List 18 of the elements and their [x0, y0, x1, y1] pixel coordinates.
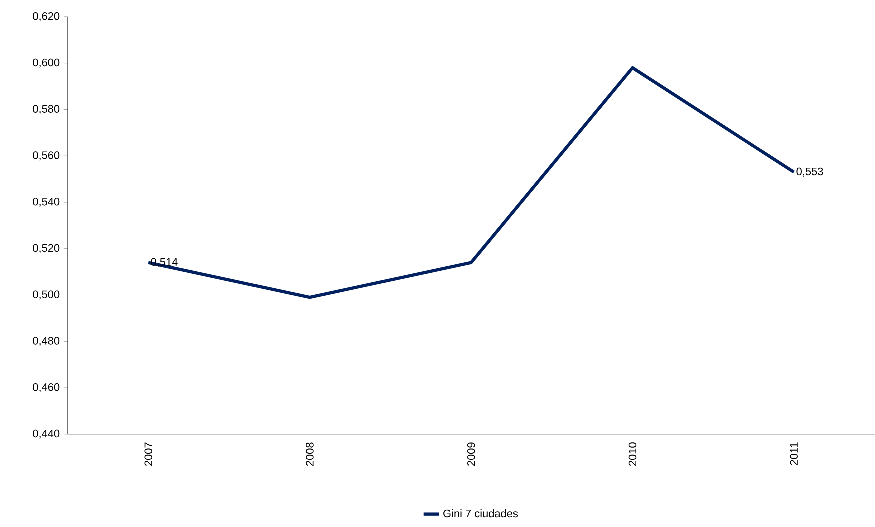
y-tick-label: 0,540 [33, 198, 60, 207]
x-tick-label: 2011 [790, 442, 798, 466]
x-tick-label: 2010 [628, 442, 637, 466]
y-tick-label: 0,500 [33, 290, 60, 300]
x-tick-label: 2009 [467, 442, 476, 466]
y-tick-label: 0,460 [33, 383, 60, 392]
y-tick-label: 0,440 [33, 430, 60, 439]
y-tick-label: 0,520 [33, 244, 60, 254]
legend-label: Gini 7 ciudades [444, 509, 518, 518]
y-tick-label: 0,620 [33, 12, 60, 22]
data-label: 0,553 [796, 168, 824, 177]
y-tick-label: 0,480 [33, 336, 60, 346]
y-tick-label: 0,600 [33, 58, 60, 68]
line-series [147, 66, 796, 300]
x-tick-label: 2007 [144, 442, 152, 466]
y-tick-label: 0,580 [33, 105, 60, 114]
y-tick-label: 0,560 [33, 151, 60, 161]
x-tick-label: 2008 [306, 442, 314, 466]
